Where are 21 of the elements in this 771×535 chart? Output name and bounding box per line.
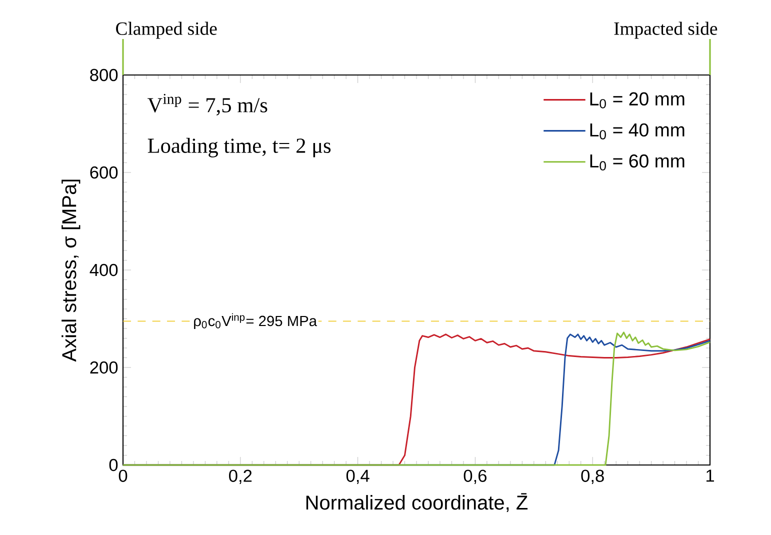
y-tick-label: 600	[90, 166, 118, 179]
x-tick-label: 1	[706, 470, 714, 482]
text: Impacted side	[614, 22, 718, 39]
text: Clamped side	[116, 22, 217, 39]
x-axis-title: Normalized coordinate, Z̄	[306, 493, 528, 512]
annotation: V$^{inp}$ = 7,5 m/s	[148, 94, 268, 116]
legend-label: L$_{0}$ = 20 mm	[590, 92, 684, 108]
legend-label: L$_{0}$ = 60 mm	[590, 154, 684, 170]
ref-line-label: ρ$_{0}$c$_{0}$V$^{inp}$= 295 MPa	[194, 313, 318, 330]
y-axis-title: Axial stress, σ [MPa]	[62, 180, 80, 362]
y-tick-label: 0	[109, 458, 118, 472]
x-tick-label: 0,6	[464, 470, 486, 484]
y-tick-label: 200	[90, 361, 118, 374]
annotation: Loading time, t= 2 μs	[148, 138, 331, 158]
x-tick-label: 0,8	[581, 470, 604, 484]
legend-label: L$_{0}$ = 40 mm	[590, 123, 684, 140]
y-tick-label: 800	[90, 68, 118, 82]
x-tick-label: 0,2	[229, 470, 252, 484]
x-tick-label: 0	[118, 470, 128, 482]
x-tick-label: 0,4	[346, 470, 370, 484]
y-tick-label: 400	[90, 264, 118, 276]
